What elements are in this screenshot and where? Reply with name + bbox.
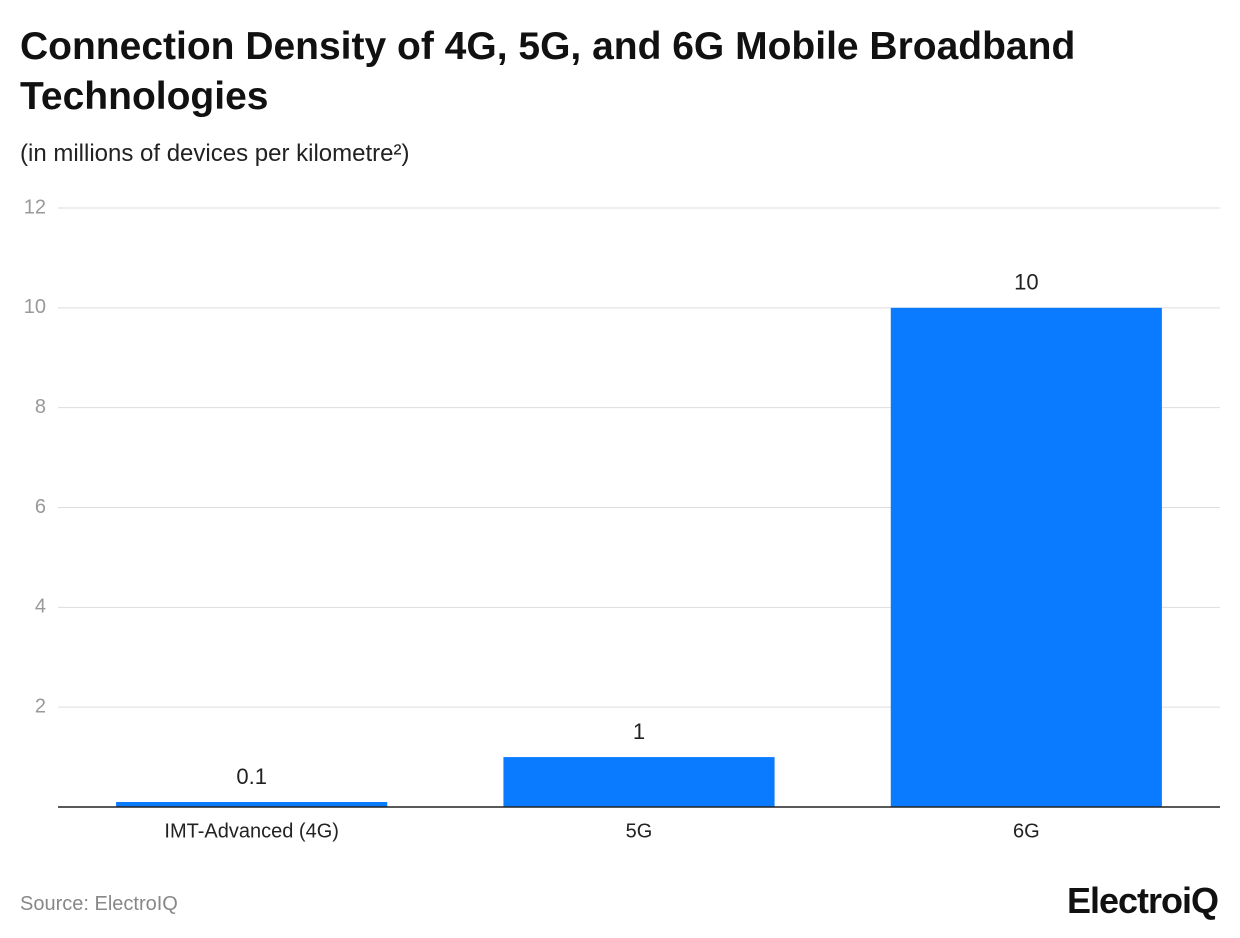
x-tick-label: 5G	[626, 820, 653, 842]
data-label: 0.1	[236, 764, 267, 789]
y-tick-label: 2	[35, 695, 46, 717]
logo: ElectroiQ	[1066, 880, 1219, 921]
bar	[890, 307, 1162, 807]
data-label: 10	[1014, 270, 1038, 295]
y-tick-label: 8	[35, 396, 46, 418]
bar	[503, 757, 775, 807]
source-note: Source: ElectroIQ	[20, 893, 178, 915]
x-tick-label: 6G	[1013, 820, 1040, 842]
y-tick-label: 12	[24, 196, 46, 218]
y-tick-label: 10	[24, 296, 46, 318]
x-tick-label: IMT-Advanced (4G)	[164, 820, 339, 842]
chart-title: Connection Density of 4G, 5G, and 6G Mob…	[20, 25, 1076, 118]
data-label: 1	[633, 719, 645, 744]
y-tick-label: 6	[35, 496, 46, 518]
y-tick-label: 4	[35, 596, 46, 618]
chart-subtitle: (in millions of devices per kilometre²)	[20, 140, 410, 167]
bar	[116, 802, 388, 807]
chart: 2 4 6 8 10 12 IMT-Advanced (4G) 0.1 5G 1 6G 10	[24, 196, 1220, 842]
